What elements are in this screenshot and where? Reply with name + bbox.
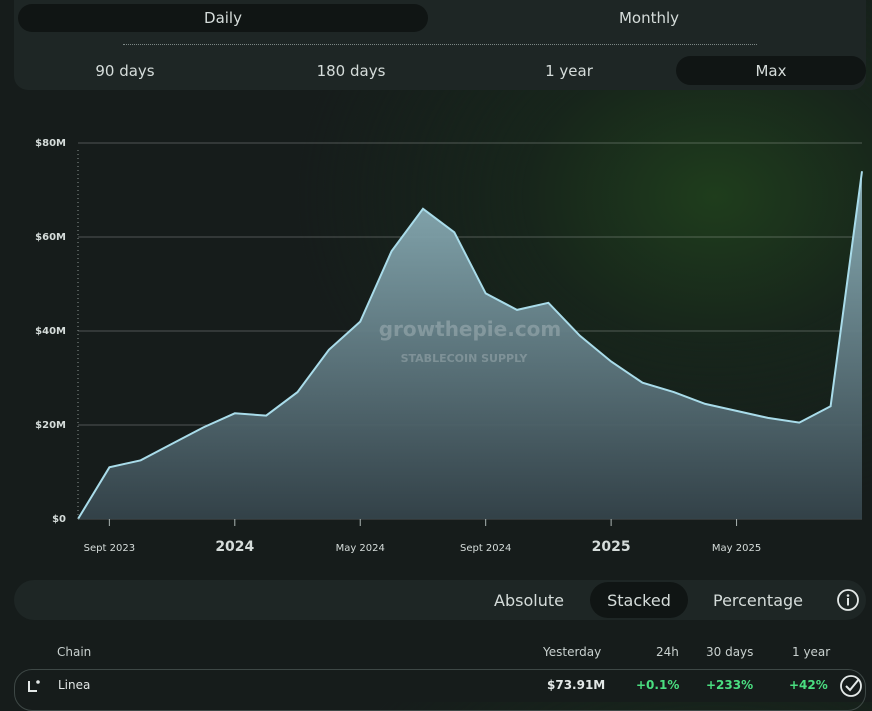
area-line — [77, 171, 863, 520]
area-fill — [78, 171, 862, 519]
col-chain[interactable]: Chain — [57, 645, 92, 659]
chain-name: Linea — [58, 678, 91, 692]
y-tick-label: $20M — [35, 420, 66, 431]
x-tick-label: 2024 — [215, 539, 254, 555]
divider — [123, 44, 757, 45]
col-1y[interactable]: 1 year — [792, 645, 831, 659]
chart: growthepie.com STABLECOIN SUPPLY $0 $20M $… — [35, 138, 863, 555]
y-tick-label: $80M — [35, 138, 66, 149]
range-90d[interactable]: 90 days — [95, 61, 155, 80]
col-24h[interactable]: 24h — [656, 645, 679, 659]
y-tick-label: $60M — [35, 232, 66, 243]
mode-bar — [14, 580, 866, 620]
watermark-caption: STABLECOIN SUPPLY — [401, 352, 529, 365]
x-tick-label: 2025 — [592, 539, 631, 555]
change-30d: +233% — [706, 678, 754, 692]
change-24h: +0.1% — [636, 678, 680, 692]
col-yesterday[interactable]: Yesterday — [543, 645, 602, 659]
range-1y[interactable]: 1 year — [545, 61, 593, 80]
x-tick-label: Sept 2024 — [460, 543, 511, 554]
y-tick-label: $40M — [35, 326, 66, 337]
chain-icon — [28, 680, 40, 692]
x-tick-label: May 2025 — [712, 543, 761, 554]
yesterday-value: $73.91M — [547, 678, 606, 692]
select-toggle[interactable] — [838, 673, 864, 699]
range-max[interactable]: Max — [676, 56, 866, 85]
tab-daily[interactable]: Daily — [18, 4, 428, 32]
mode-stacked[interactable]: Stacked — [590, 582, 688, 618]
mode-percentage[interactable]: Percentage — [712, 590, 803, 610]
col-30d[interactable]: 30 days — [706, 645, 754, 659]
mode-absolute[interactable]: Absolute — [494, 590, 564, 610]
range-180d[interactable]: 180 days — [316, 61, 386, 80]
x-tick-label: Sept 2023 — [84, 543, 135, 554]
watermark-brand: growthepie.com — [379, 317, 562, 341]
info-icon[interactable] — [836, 588, 860, 612]
tab-monthly[interactable]: Monthly — [618, 9, 680, 27]
x-tick-label: May 2024 — [336, 543, 385, 554]
y-tick-label: $0 — [52, 514, 66, 525]
change-1y: +42% — [789, 678, 828, 692]
